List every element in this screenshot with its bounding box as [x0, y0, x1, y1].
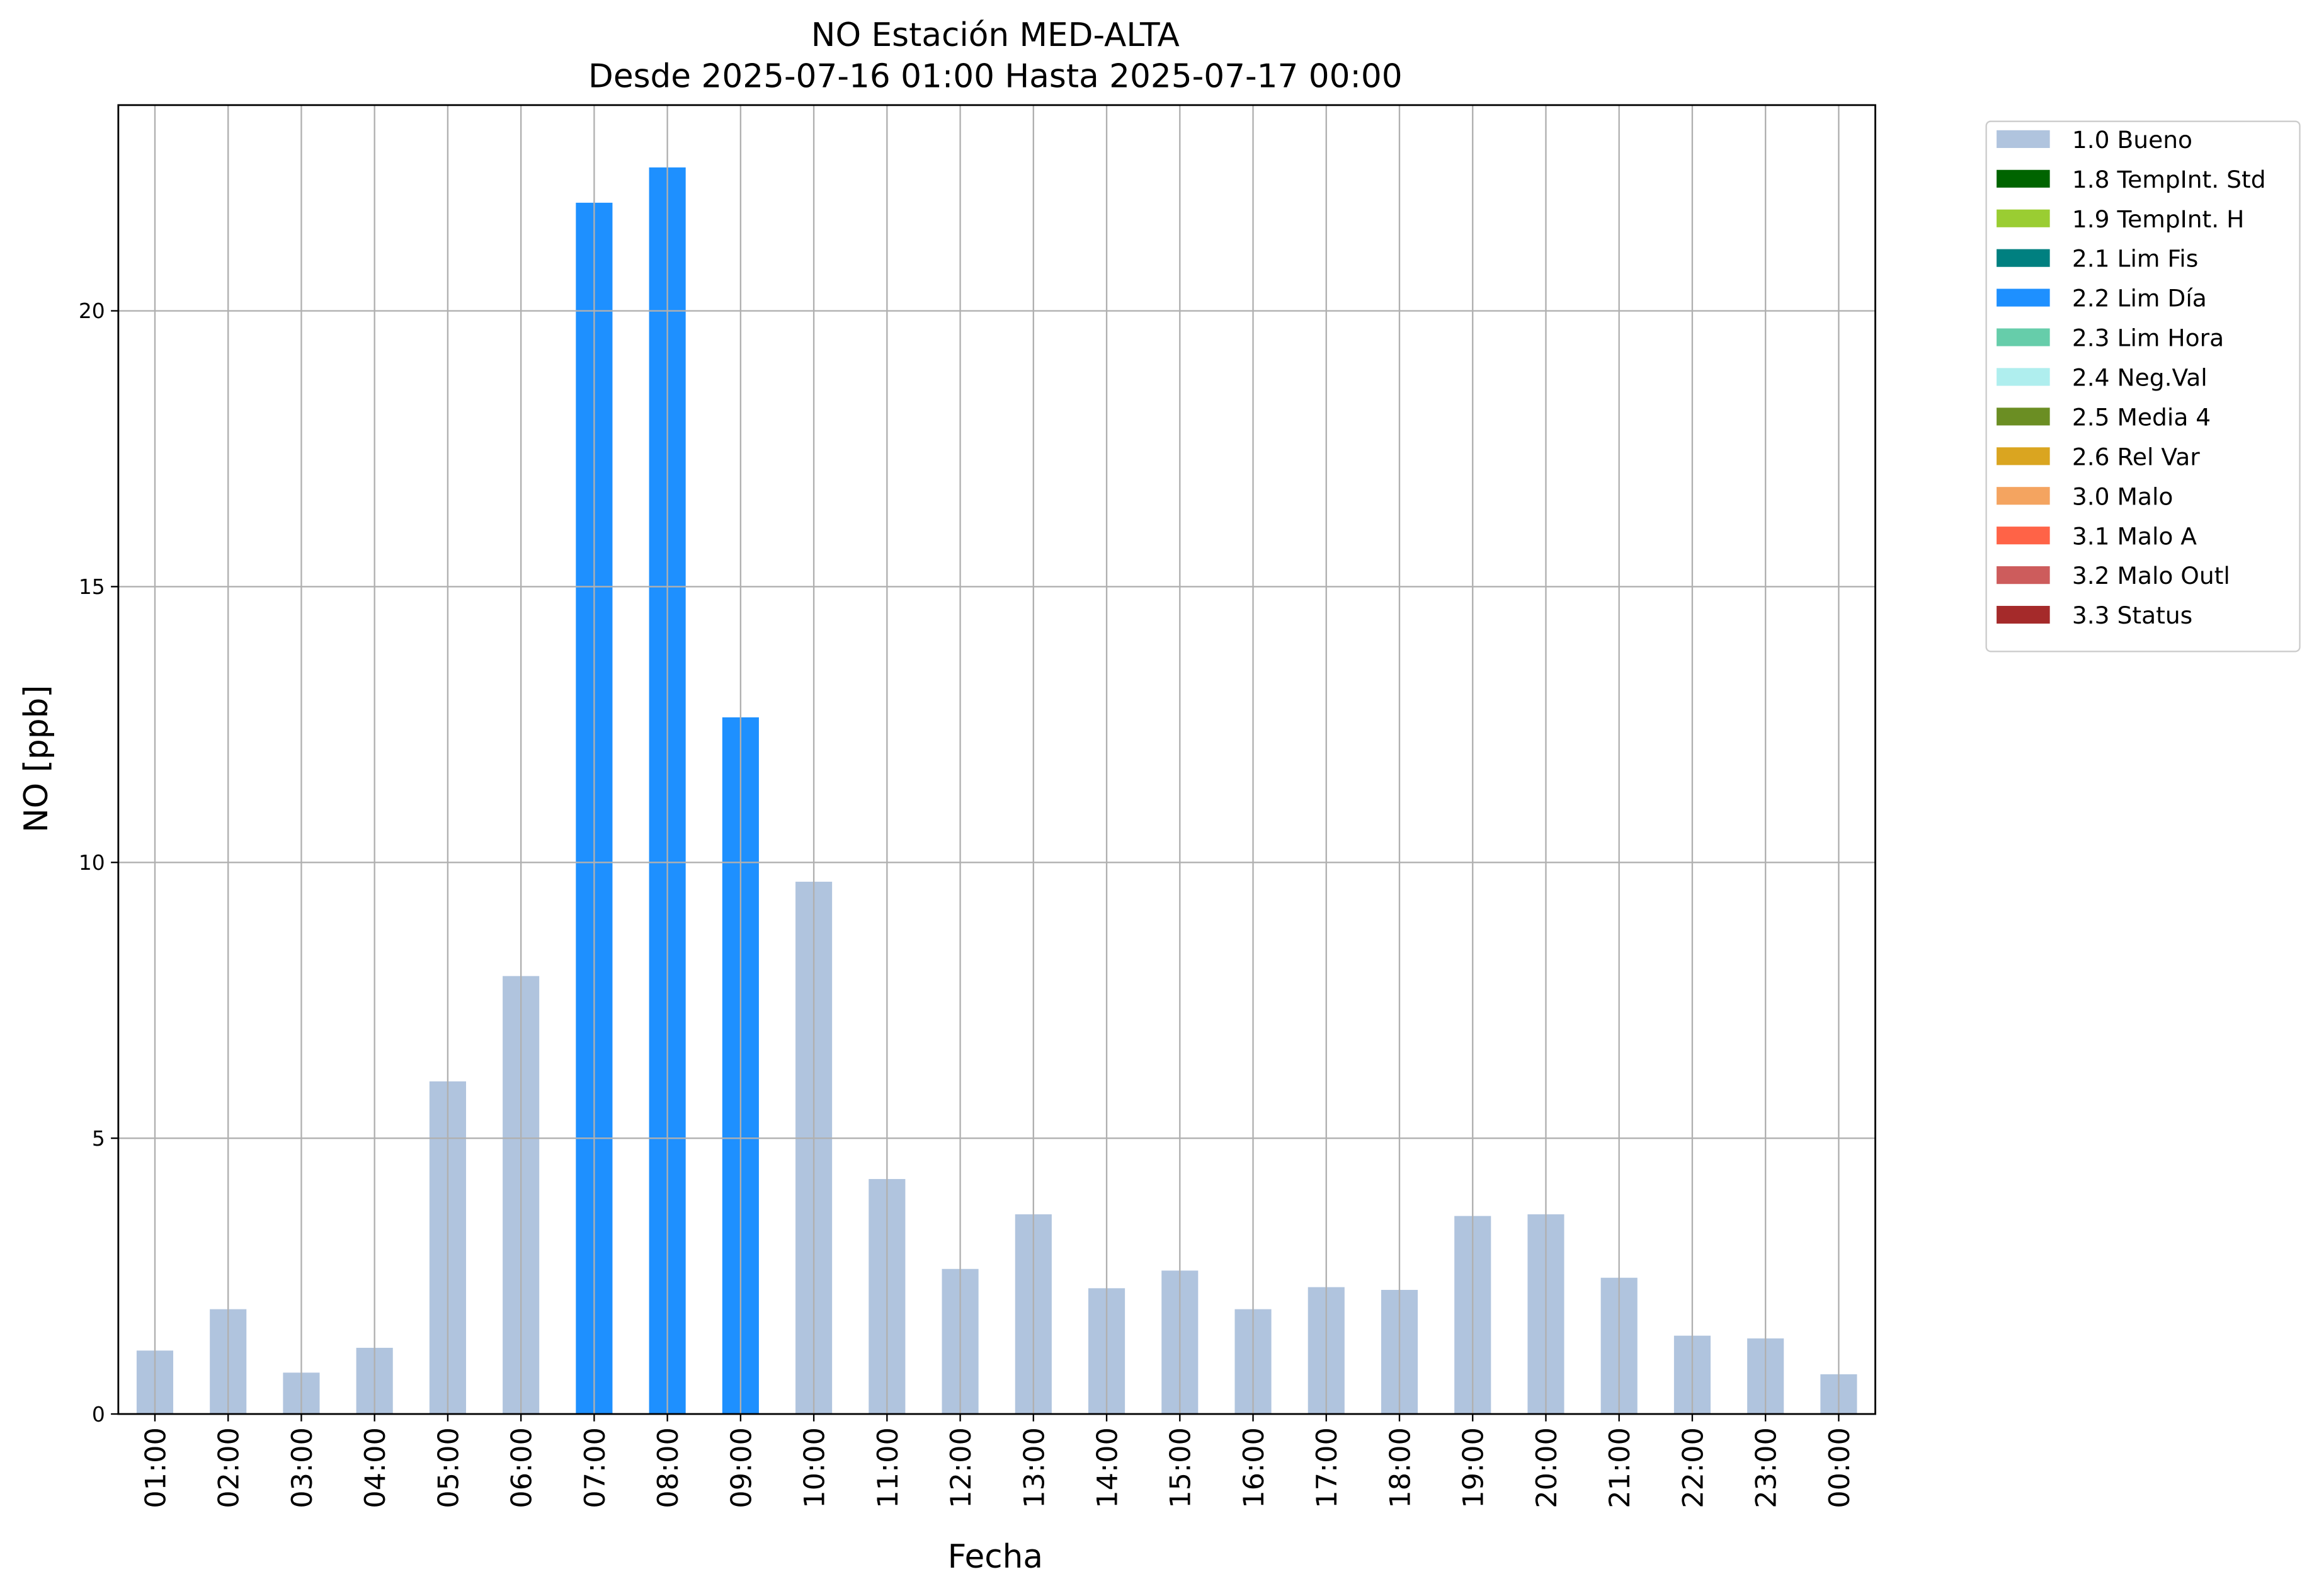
y-tick-label: 20 — [79, 299, 105, 323]
legend-label: 3.0 Malo — [2072, 482, 2174, 510]
x-tick-label: 04:00 — [359, 1427, 392, 1508]
legend-swatch — [1997, 605, 2050, 624]
legend-swatch — [1997, 209, 2050, 227]
x-tick-label: 10:00 — [799, 1427, 831, 1508]
x-tick-label: 23:00 — [1750, 1427, 1783, 1508]
legend-swatch — [1997, 527, 2050, 545]
x-tick-label: 00:00 — [1823, 1427, 1856, 1508]
x-tick-label: 09:00 — [725, 1427, 758, 1508]
x-tick-label: 15:00 — [1165, 1427, 1197, 1508]
legend-swatch — [1997, 169, 2050, 188]
x-tick-label: 06:00 — [506, 1427, 538, 1508]
x-axis-label: Fecha — [948, 1538, 1043, 1576]
legend-label: 2.5 Media 4 — [2072, 403, 2211, 431]
x-tick-label: 14:00 — [1091, 1427, 1124, 1508]
legend-swatch — [1997, 288, 2050, 307]
x-tick-label: 20:00 — [1530, 1427, 1563, 1508]
legend-label: 1.9 TempInt. H — [2072, 205, 2245, 233]
y-tick-label: 10 — [79, 850, 105, 875]
legend-box — [1985, 120, 2301, 653]
y-tick-label: 0 — [92, 1402, 105, 1427]
legend-label: 1.8 TempInt. Std — [2072, 166, 2266, 193]
legend-label: 3.3 Status — [2072, 601, 2192, 629]
legend-swatch — [1997, 408, 2050, 426]
x-tick-label: 11:00 — [872, 1427, 904, 1508]
legend-swatch — [1997, 328, 2050, 346]
x-tick-label: 17:00 — [1311, 1427, 1343, 1508]
x-tick-label: 03:00 — [286, 1427, 319, 1508]
legend-swatch — [1997, 566, 2050, 584]
x-tick-label: 12:00 — [945, 1427, 977, 1508]
x-tick-label: 05:00 — [432, 1427, 465, 1508]
legend-label: 2.4 Neg.Val — [2072, 364, 2208, 392]
x-tick-label: 16:00 — [1238, 1427, 1270, 1508]
legend-label: 2.6 Rel Var — [2072, 443, 2200, 470]
x-tick-label: 18:00 — [1384, 1427, 1416, 1508]
x-tick-label: 22:00 — [1677, 1427, 1709, 1508]
x-tick-label: 19:00 — [1457, 1427, 1490, 1508]
x-tick-label: 21:00 — [1604, 1427, 1636, 1508]
legend-swatch — [1997, 368, 2050, 386]
x-tick-label: 02:00 — [213, 1427, 246, 1508]
x-tick-label: 08:00 — [652, 1427, 685, 1508]
legend-swatch — [1997, 447, 2050, 465]
x-tick-label: 07:00 — [579, 1427, 612, 1508]
y-tick-label: 5 — [92, 1126, 105, 1151]
y-axis-label: NO [ppb] — [18, 685, 55, 833]
y-tick-label: 15 — [79, 574, 105, 599]
legend-swatch — [1997, 487, 2050, 505]
legend-label: 2.3 Lim Hora — [2072, 324, 2224, 352]
x-tick-label: 13:00 — [1018, 1427, 1051, 1508]
legend-swatch — [1997, 130, 2050, 148]
chart-title: NO Estación MED-ALTA — [811, 16, 1180, 54]
legend-label: 2.1 Lim Fis — [2072, 245, 2198, 273]
legend-label: 3.1 Malo A — [2072, 522, 2197, 550]
x-tick-label: 01:00 — [139, 1427, 172, 1508]
plot-frame — [117, 104, 1876, 1415]
chart-subtitle: Desde 2025-07-16 01:00 Hasta 2025-07-17 … — [588, 58, 1403, 96]
legend-label: 2.2 Lim Día — [2072, 285, 2207, 312]
legend-label: 1.0 Bueno — [2072, 126, 2192, 154]
legend-swatch — [1997, 249, 2050, 267]
legend-label: 3.2 Malo Outl — [2072, 562, 2230, 590]
